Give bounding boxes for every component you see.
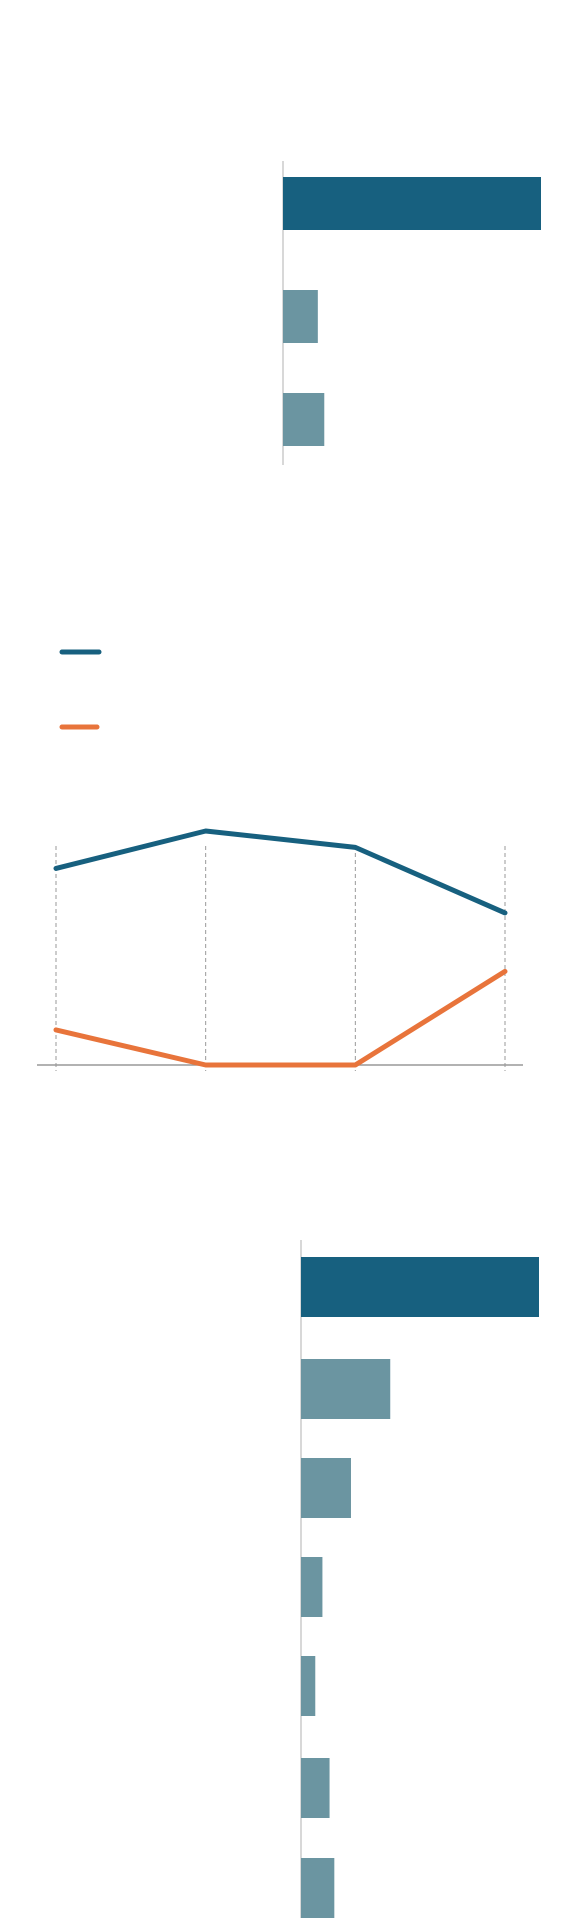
series-line (53, 968, 508, 1068)
bar (283, 290, 318, 343)
series-line (53, 828, 508, 916)
bar (301, 1359, 391, 1419)
bar (301, 1858, 335, 1918)
bar (301, 1758, 330, 1818)
bar (283, 393, 325, 446)
bar (301, 1257, 539, 1317)
bar (283, 177, 541, 230)
bar (301, 1656, 316, 1716)
bar (301, 1458, 351, 1518)
bar (301, 1557, 323, 1617)
